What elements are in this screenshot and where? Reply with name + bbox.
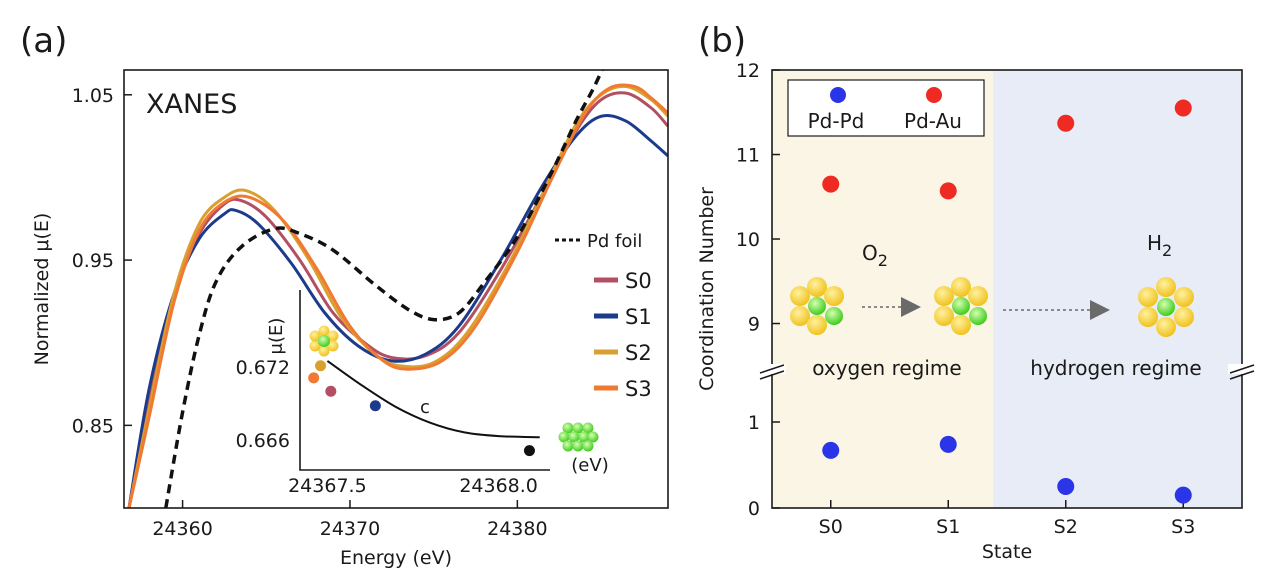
- cluster-icon-s1: [934, 277, 988, 335]
- y-tick-label-0.95: 0.95: [72, 250, 114, 272]
- panel-b-frame: [771, 69, 1243, 509]
- y-tick-label-9: 9: [748, 314, 760, 336]
- inset-point-pd-foil: [523, 445, 535, 457]
- series-line-s3: [127, 83, 668, 508]
- panel-a-ticks: 24360 24370 24380 0.85 0.95 1.05: [72, 85, 548, 540]
- legend-label-s1: S1: [625, 305, 652, 329]
- cluster-icon-s2: [1138, 277, 1194, 337]
- gas-label-oxygen: O2: [862, 241, 888, 270]
- gas-label-hydrogen: H2: [1147, 231, 1172, 260]
- inset-ylabel: μ(E): [266, 318, 287, 355]
- legend-box: [787, 79, 985, 137]
- region-hydrogen-bg: [993, 70, 1242, 508]
- point-pd-au-s0: [822, 175, 840, 193]
- y-tick-label-0: 0: [748, 498, 760, 520]
- point-pd-pd-s2: [1057, 478, 1075, 495]
- series-line-pd-foil: [164, 70, 605, 508]
- panel-a-label: (a): [20, 21, 67, 61]
- x-tick-label-s1: S1: [936, 516, 960, 538]
- inset-y-tick-label-0-672: 0.672: [236, 357, 290, 379]
- legend-title: Pd foil: [587, 231, 642, 252]
- panel-a-series: [127, 70, 668, 508]
- y-tick-label-0.85: 0.85: [72, 415, 114, 437]
- panel-b-ticks: S0 S1 S2 S3 0 1 9 10 11 12: [736, 60, 1196, 538]
- x-tick-label-s0: S0: [819, 516, 843, 538]
- inset-point-s1: [369, 400, 381, 412]
- y-tick-label-1.05: 1.05: [72, 85, 114, 107]
- inset-axes: [299, 290, 550, 471]
- point-pd-au-s1: [939, 182, 957, 200]
- region-label-hydrogen: hydrogen regime: [1030, 356, 1201, 380]
- legend-entries: S0 S1 S2 S3: [594, 269, 652, 401]
- legend-label-s2: S2: [625, 341, 652, 365]
- inset-ticks: 0.672 0.666 24367.5 24368.0: [236, 357, 538, 497]
- panel-a-frame: [123, 69, 669, 509]
- panel-a-ylabel: Normalized μ(E): [31, 213, 53, 366]
- inset-x-unit: (eV): [571, 455, 608, 476]
- series-line-s1: [127, 113, 668, 508]
- inset-point-s0: [325, 385, 337, 397]
- point-pd-au-s2: [1057, 114, 1075, 132]
- inset-point-s2: [315, 360, 327, 372]
- cluster-icon-pd-au: [309, 325, 339, 357]
- panel-b-points: [822, 99, 1192, 504]
- y-tick-label-11: 11: [736, 145, 760, 167]
- y-tick-label-10: 10: [736, 229, 760, 251]
- axis-break-marks: [758, 364, 1256, 380]
- gas-o: O: [862, 241, 878, 265]
- legend-marker-pd-pd: [830, 87, 846, 103]
- inset-point-s3: [308, 372, 320, 384]
- panel-a: (a) 24360 24370 24380 0.85 0.95 1.05 XANES En…: [20, 21, 669, 569]
- legend-label-pd-au: Pd-Au: [904, 109, 962, 133]
- panel-a-xlabel: Energy (eV): [340, 547, 452, 569]
- panel-b-ylabel: Coordination Number: [696, 187, 718, 391]
- x-tick-label-24370: 24370: [320, 518, 380, 540]
- y-tick-label-1: 1: [748, 412, 760, 434]
- gas-o-sub: 2: [878, 251, 888, 270]
- cluster-icon-pd: [558, 422, 599, 452]
- region-label-oxygen: oxygen regime: [812, 356, 961, 380]
- inset-x-tick-label-24367-5: 24367.5: [288, 475, 367, 497]
- panel-b: (b) S0 S1 S2 S3 0 1 9 10 11 12 State Coordination…: [696, 21, 1256, 563]
- point-pd-pd-s1: [939, 435, 957, 453]
- legend-label-s0: S0: [625, 269, 652, 293]
- x-tick-label-24380: 24380: [487, 518, 547, 540]
- point-pd-au-s3: [1174, 99, 1192, 117]
- panel-b-legend: Pd-Pd Pd-Au: [787, 79, 985, 137]
- panel-b-xlabel: State: [982, 541, 1032, 563]
- inset-fit-curve: [326, 360, 540, 439]
- point-pd-pd-s0: [822, 441, 840, 459]
- y-tick-label-12: 12: [736, 60, 760, 82]
- legend-label-pd-pd: Pd-Pd: [808, 109, 865, 133]
- legend-marker-pd-au: [926, 87, 942, 103]
- panel-a-title: XANES: [146, 89, 237, 120]
- x-tick-label-24360: 24360: [152, 518, 212, 540]
- gas-h: H: [1147, 231, 1162, 255]
- inset-y-tick-label-0-666: 0.666: [236, 430, 290, 452]
- legend-label-s3: S3: [625, 377, 652, 401]
- cluster-icon-s0: [790, 277, 844, 335]
- inset-plot: μ(E) (eV) 0.672 0.666 24367.5 24368.0 c: [236, 290, 609, 497]
- inset-fit-label: c: [420, 397, 430, 418]
- panel-a-legend: Pd foil S0 S1 S2 S3: [555, 231, 652, 401]
- point-pd-pd-s3: [1174, 486, 1192, 504]
- inset-x-tick-label-24368-0: 24368.0: [459, 475, 538, 497]
- x-tick-label-s3: S3: [1171, 516, 1195, 538]
- gas-h-sub: 2: [1162, 241, 1172, 260]
- panel-b-label: (b): [698, 21, 746, 61]
- inset-points: [308, 360, 535, 457]
- x-tick-label-s2: S2: [1054, 516, 1078, 538]
